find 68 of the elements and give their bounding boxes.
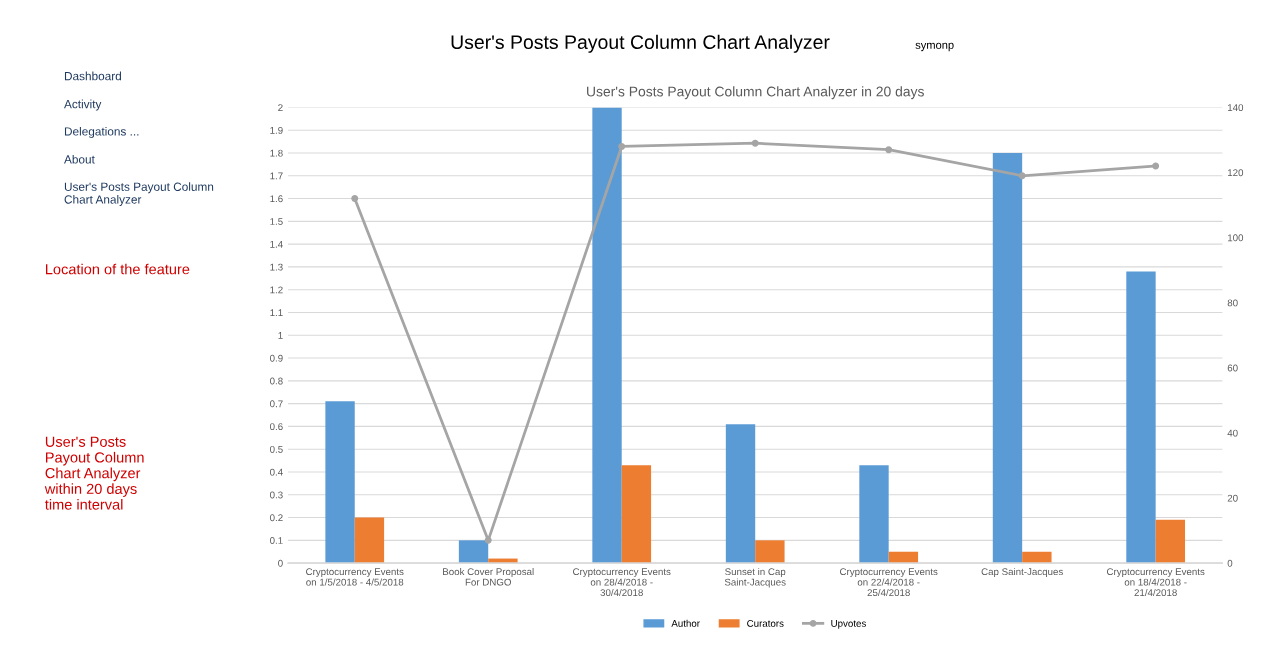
text: User's Posts Payout Column Chart Analyzer <box>64 182 214 206</box>
point <box>484 536 492 544</box>
y-tick-label: 0.7 <box>270 400 283 408</box>
point <box>1018 172 1026 180</box>
y-tick-label: 1.1 <box>270 309 283 316</box>
point <box>1152 162 1160 170</box>
text: Dashboard <box>64 71 121 81</box>
y-tick-label: 1.2 <box>270 286 283 294</box>
text: Location of the feature <box>46 263 190 275</box>
bar <box>755 540 785 564</box>
text: User's Posts Payout Column Chart Analyzer within 20 days time interval <box>44 436 144 510</box>
y-tick-label: 0.9 <box>270 354 283 362</box>
y2-tick-label: 20 <box>1227 494 1238 502</box>
y2-tick-label: 120 <box>1228 169 1244 177</box>
bar <box>325 401 355 564</box>
point <box>351 195 359 203</box>
y-tick-label: 1.8 <box>270 149 283 157</box>
text: About <box>64 154 95 164</box>
text: Activity <box>64 99 102 111</box>
point <box>618 143 626 150</box>
x-tick-label: Sunset in Cap Saint-Jacques <box>724 567 786 588</box>
bar <box>859 465 889 564</box>
y2-tick-label: 60 <box>1227 364 1238 372</box>
bar <box>621 465 652 564</box>
text: Delegations ... <box>64 126 139 138</box>
y-tick-label: 1.9 <box>270 126 283 134</box>
x-tick-label: Cap Saint-Jacques <box>981 567 1063 578</box>
y-tick-label: 1.3 <box>270 263 283 271</box>
chart-subtitle: User's Posts Payout Column Chart Analyzer in 20 days <box>587 86 924 100</box>
y2-tick-label: 100 <box>1228 234 1244 242</box>
y2-tick-label: 80 <box>1227 299 1238 307</box>
y-tick-label: 0.8 <box>270 377 283 385</box>
y-tick-label: 0.2 <box>270 514 283 522</box>
chart-title: User's Posts Payout Column Chart Analyzer <box>451 34 830 53</box>
y-tick-label: 1 <box>278 332 283 339</box>
y-tick-label: 1.4 <box>270 240 283 248</box>
x-tick-label: Cryptocurrency Events on 18/4/2018 - 21/4/2018 <box>1106 568 1205 597</box>
y-tick-label: 0.5 <box>270 445 283 453</box>
bar <box>1155 519 1186 564</box>
bar <box>354 517 385 564</box>
y-tick-label: 0.4 <box>270 468 283 476</box>
legend-label: Upvotes <box>831 620 866 629</box>
y-tick-label: 0 <box>278 559 283 567</box>
x-tick-label: Book Cover Proposal For DNGO <box>443 567 534 586</box>
y2-tick-label: 140 <box>1228 104 1244 112</box>
y-tick-label: 0.6 <box>270 423 283 431</box>
bar <box>1126 271 1156 564</box>
text: symonp <box>915 42 954 52</box>
y2-tick-label: 0 <box>1227 559 1233 567</box>
y-tick-label: 1.6 <box>270 195 283 203</box>
point <box>751 139 759 147</box>
legend-label: Curators <box>747 619 784 627</box>
y-tick-label: 0.1 <box>270 537 283 544</box>
bar <box>725 424 756 564</box>
y-tick-label: 2 <box>278 104 283 111</box>
y-tick-label: 1.5 <box>270 218 283 225</box>
y2-tick-label: 40 <box>1227 429 1238 437</box>
legend-label: Author <box>671 619 700 627</box>
bar <box>458 540 489 564</box>
bar <box>992 152 1023 564</box>
point <box>885 146 893 154</box>
bar <box>592 107 622 564</box>
x-tick-label: Cryptocurrency Events on 1/5/2018 - 4/5/2018 <box>306 568 404 586</box>
y-tick-label: 1.7 <box>270 172 283 180</box>
bar <box>1022 551 1052 564</box>
y-tick-label: 0.3 <box>270 491 283 499</box>
x-tick-label: Cryptocurrency Events on 28/4/2018 - 30/4/2018 <box>573 568 671 597</box>
x-tick-label: Cryptocurrency Events on 22/4/2018 - 25/4/2018 <box>840 568 938 597</box>
